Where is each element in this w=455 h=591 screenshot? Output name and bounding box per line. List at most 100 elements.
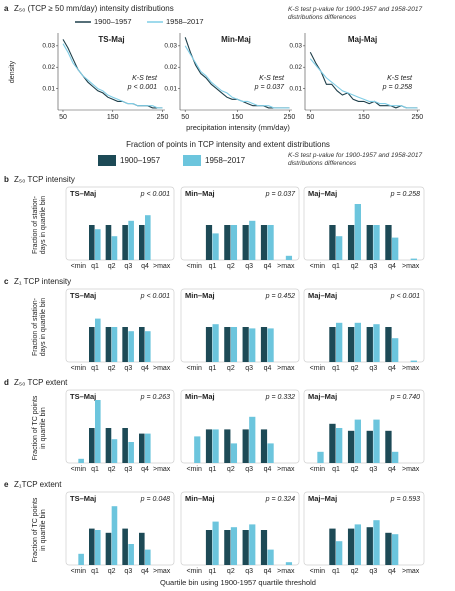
bar [105, 225, 112, 260]
bar [145, 433, 151, 463]
bar [373, 419, 380, 463]
x-tick-label: q3 [245, 568, 253, 575]
bar [230, 443, 238, 463]
p-value: p = 0.593 [390, 496, 420, 503]
x-tick-label: q3 [124, 568, 132, 575]
bar [242, 327, 249, 362]
bar [347, 225, 355, 260]
bar [347, 430, 355, 463]
plot-frame [65, 186, 175, 261]
bar [347, 528, 355, 565]
bar [224, 429, 231, 463]
x-tick-label: q1 [332, 466, 340, 473]
x-tick-label: <min [310, 263, 325, 270]
x-tick-label: q2 [351, 466, 359, 473]
panel-title: Z₁ TCP intensity [14, 277, 71, 286]
x-tick-label: q1 [332, 568, 340, 575]
bar [260, 429, 268, 463]
p-value: p < 0.001 [140, 293, 170, 300]
bar [392, 534, 399, 565]
bar [205, 530, 213, 565]
y-tick-label: 0.02 [42, 64, 55, 71]
p-value: p < 0.001 [127, 84, 157, 91]
x-tick-label: >max [402, 466, 420, 473]
plot-frame [303, 389, 425, 464]
legend-label: 1900–1957 [94, 17, 132, 26]
chart-title: Min-Maj [221, 35, 251, 44]
y-tick-label: 0.02 [289, 64, 302, 71]
bar [410, 360, 417, 362]
x-tick-label: <min [310, 466, 325, 473]
bar [122, 528, 128, 565]
bar [128, 331, 134, 362]
x-tick-label: q3 [124, 466, 132, 473]
y-tick-label: 0.03 [289, 43, 302, 50]
chart-title: Maj–Maj [308, 291, 337, 300]
bar [373, 225, 380, 260]
bar [145, 215, 151, 260]
legend-swatch [183, 155, 201, 166]
bar [410, 258, 417, 260]
x-tick-label: >max [277, 466, 295, 473]
p-value: p = 0.740 [390, 394, 420, 401]
x-tick-label: >max [402, 568, 420, 575]
p-value: p = 0.263 [140, 394, 170, 401]
p-value: p = 0.037 [265, 191, 296, 198]
bar [385, 532, 392, 565]
bar [89, 528, 95, 565]
bar [354, 322, 361, 362]
bar [366, 527, 373, 565]
x-tick-label: q1 [91, 263, 99, 270]
x-tick-label: q2 [108, 466, 116, 473]
bar [336, 428, 343, 463]
x-tick-label: q4 [141, 466, 149, 473]
bar [128, 442, 134, 463]
x-tick-label: >max [153, 466, 171, 473]
bar [139, 225, 145, 260]
x-tick-label: q3 [245, 365, 253, 372]
x-tick-label: q1 [209, 365, 217, 372]
x-tick-label: q1 [91, 365, 99, 372]
bar [111, 236, 118, 260]
bar [392, 338, 399, 362]
bar [285, 562, 293, 565]
x-tick-label: >max [277, 263, 295, 270]
panel-label: d [4, 378, 9, 387]
x-tick-label: q4 [388, 568, 396, 575]
bar [354, 524, 361, 565]
plot-frame [180, 186, 300, 261]
x-tick-label: q2 [351, 365, 359, 372]
plot-frame [65, 491, 175, 566]
bar [212, 429, 219, 463]
bar [267, 549, 274, 565]
bar [122, 225, 128, 260]
bar [366, 327, 373, 362]
bar [260, 225, 268, 260]
test-label: K-S test [259, 75, 285, 82]
bar [242, 530, 249, 565]
x-tick-label: <min [310, 568, 325, 575]
bar [139, 532, 145, 565]
density-line [309, 52, 418, 109]
bar [111, 439, 118, 463]
x-tick-label: q3 [245, 263, 253, 270]
bar [385, 430, 392, 463]
x-tick-label: q3 [124, 263, 132, 270]
x-tick-label: q3 [369, 263, 377, 270]
bar [354, 419, 361, 463]
bar [336, 541, 343, 565]
x-tick-label: q1 [332, 263, 340, 270]
x-tick-label: 150 [358, 114, 370, 121]
x-tick-label: q2 [351, 263, 359, 270]
x-tick-label: 250 [284, 114, 296, 121]
y-tick-label: 0.03 [42, 43, 55, 50]
x-tick-label: q1 [91, 568, 99, 575]
x-tick-label: >max [402, 365, 420, 372]
chart-title: Maj-Maj [348, 35, 377, 44]
x-tick-label: <min [71, 568, 86, 575]
bar [95, 400, 101, 463]
plot-frame [180, 491, 300, 566]
bar [194, 436, 201, 463]
y-axis-label: density [9, 60, 16, 83]
